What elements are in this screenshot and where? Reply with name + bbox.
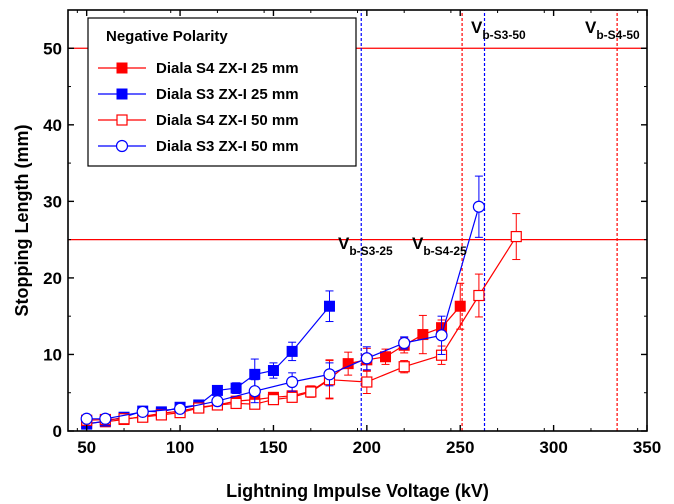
- legend-entry: Diala S3 ZX-I 25 mm: [156, 86, 299, 103]
- data-point: [211, 395, 224, 408]
- y-tick-label: 50: [43, 39, 62, 58]
- legend-entry: Diala S4 ZX-I 50 mm: [156, 112, 299, 129]
- data-point: [248, 385, 261, 398]
- legend-box: [87, 17, 357, 167]
- data-point: [230, 382, 242, 394]
- breakdown-voltage-subscript: b-S4-50: [596, 28, 640, 42]
- y-tick-label: 10: [43, 345, 62, 364]
- x-tick-label: 350: [633, 438, 661, 457]
- x-tick-label: 300: [539, 438, 567, 457]
- data-point: [398, 336, 411, 350]
- data-point: [286, 391, 298, 403]
- data-point: [267, 394, 280, 406]
- data-point: [323, 300, 335, 312]
- data-point: [99, 412, 112, 425]
- data-point: [118, 413, 130, 425]
- legend-marker: [116, 114, 128, 126]
- data-point: [230, 397, 242, 410]
- legend-entry: Diala S4 ZX-I 25 mm: [156, 60, 299, 77]
- legend-entry: Diala S3 ZX-I 50 mm: [156, 138, 299, 155]
- x-axis-label: Lightning Impulse Voltage (kV): [226, 481, 489, 501]
- data-point: [435, 329, 448, 342]
- x-tick-label: 50: [77, 438, 96, 457]
- series-line: [86, 206, 480, 420]
- axes: 50 100 150 200 250 300 350 0 10 20 30 40 50: [43, 9, 661, 457]
- legend-title: Negative Polarity: [106, 28, 228, 45]
- series-group: [80, 175, 486, 425]
- data-point: [267, 365, 279, 377]
- data-point: [80, 412, 93, 425]
- x-tick-label: 100: [166, 438, 194, 457]
- legend-marker: [115, 139, 129, 153]
- data-point: [155, 409, 167, 421]
- data-point: [473, 289, 485, 302]
- legend: Negative Polarity Diala S4 ZX-I 25 mm Dial…: [87, 17, 357, 167]
- y-tick-label: 40: [43, 116, 62, 135]
- data-point: [380, 351, 392, 363]
- y-tick-label: 20: [43, 269, 62, 288]
- breakdown-voltage-subscript: b-S4-25: [423, 244, 467, 258]
- data-point: [323, 368, 336, 381]
- breakdown-voltage-subscript: b-S3-25: [349, 244, 393, 258]
- legend-marker: [116, 62, 128, 74]
- y-tick-label: 30: [43, 192, 62, 211]
- y-tick-label: 0: [53, 422, 62, 441]
- data-point: [342, 358, 354, 370]
- data-point: [136, 405, 149, 418]
- data-point: [211, 384, 223, 396]
- breakdown-voltage-subscript: b-S3-50: [482, 28, 526, 42]
- data-series: [80, 175, 522, 430]
- y-axis-label: Stopping Length (mm): [12, 125, 32, 317]
- data-point: [193, 402, 205, 414]
- x-tick-label: 250: [446, 438, 474, 457]
- data-point: [360, 352, 373, 365]
- data-point: [286, 345, 298, 357]
- data-point: [361, 376, 373, 388]
- data-point: [398, 361, 410, 373]
- data-point: [286, 375, 299, 389]
- data-point: [173, 402, 187, 415]
- data-point: [454, 300, 466, 312]
- data-point: [305, 386, 317, 398]
- data-point: [472, 200, 486, 213]
- data-point: [249, 368, 261, 380]
- legend-marker: [116, 88, 128, 100]
- data-point: [510, 230, 522, 243]
- x-tick-label: 200: [353, 438, 381, 457]
- x-tick-label: 150: [259, 438, 287, 457]
